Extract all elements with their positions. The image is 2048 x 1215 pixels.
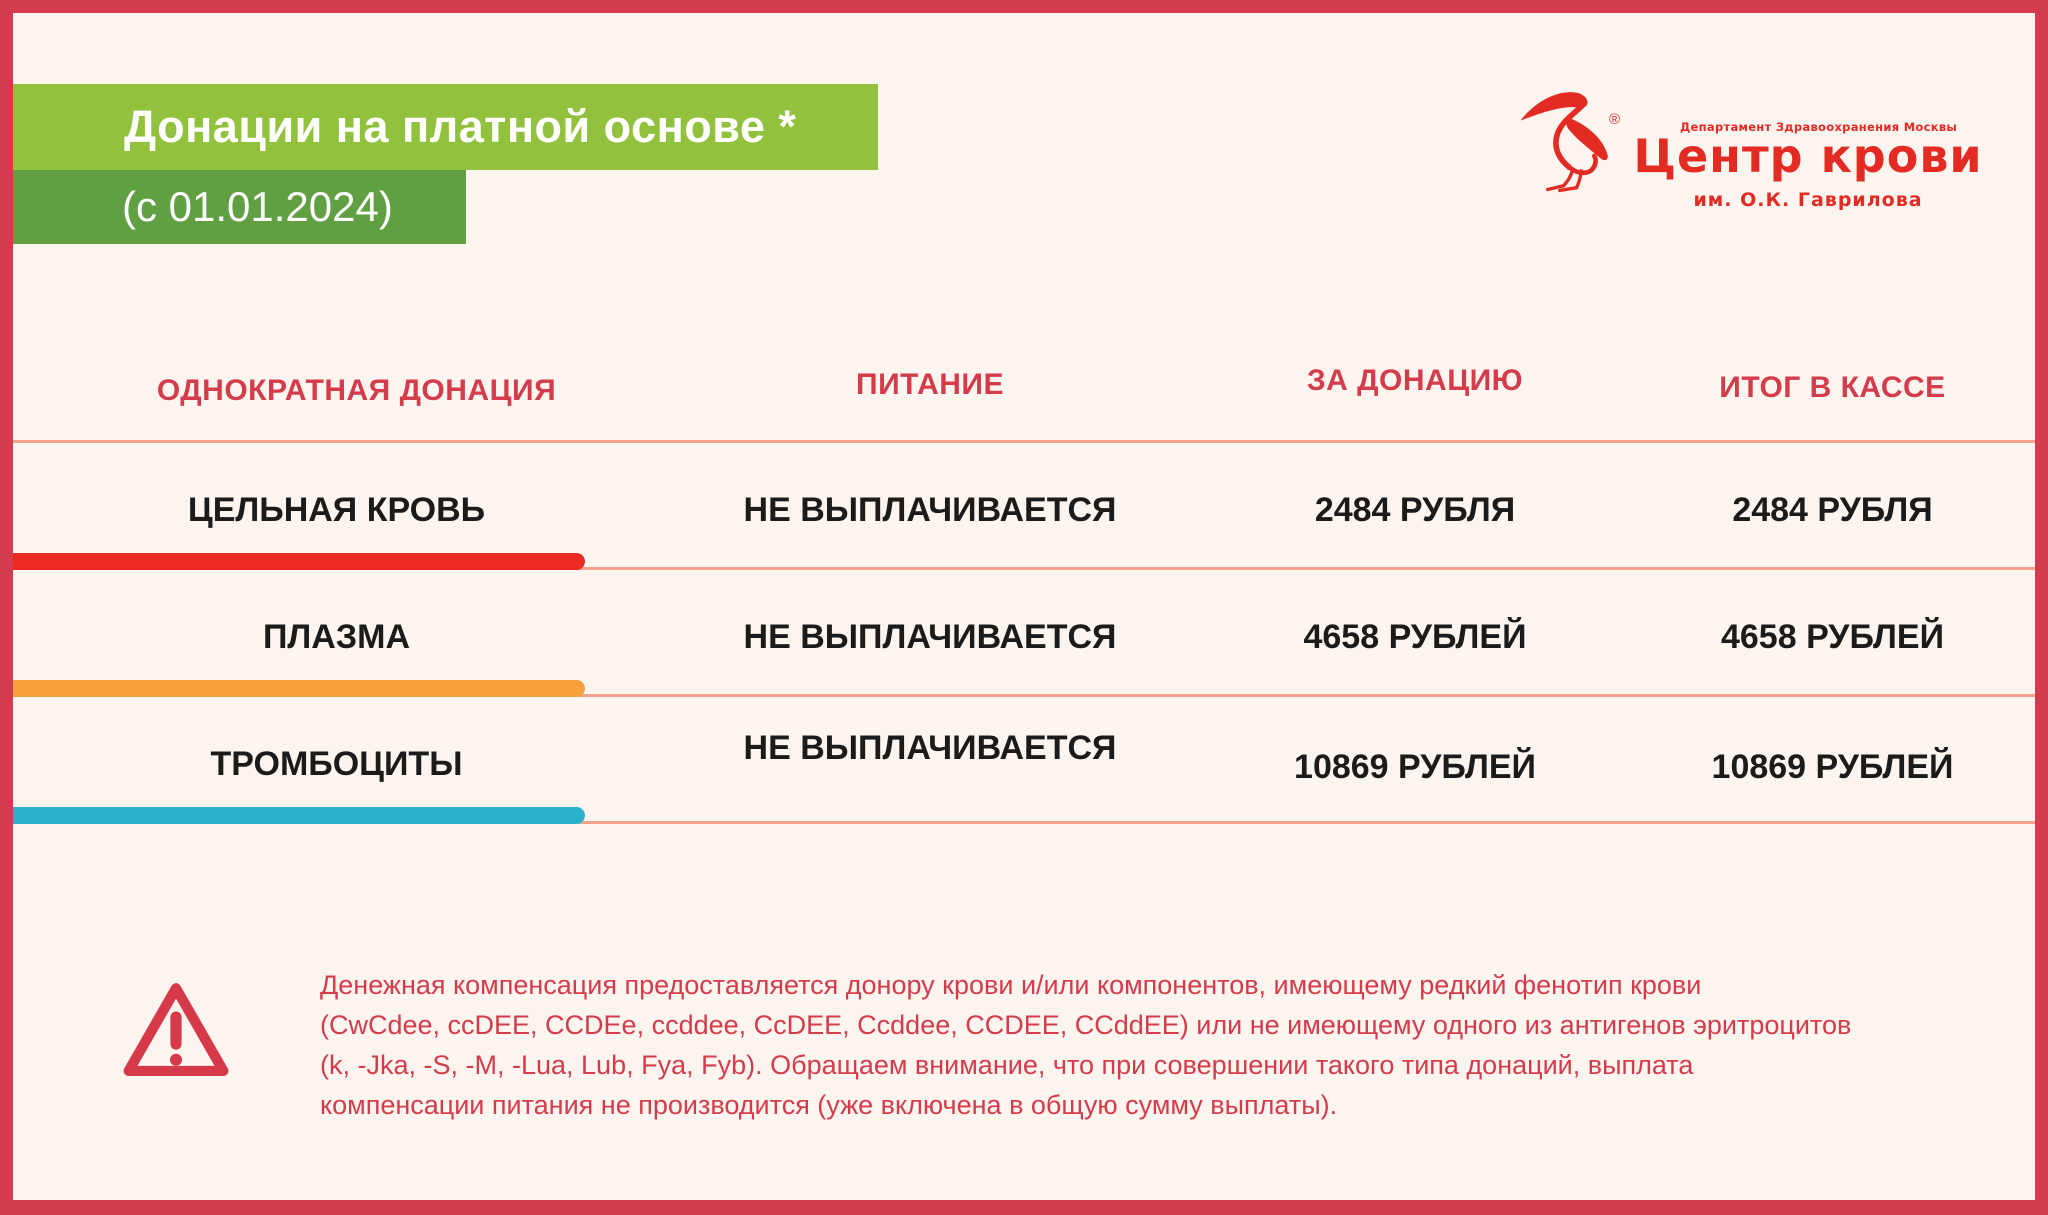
table-row-plasma: ПЛАЗМА НЕ ВЫПЛАЧИВАЕТСЯ 4658 РУБЛЕЙ 4658…: [13, 570, 2035, 697]
title-banner: Донации на платной основе *: [13, 84, 878, 170]
table-row-platelets: ТРОМБОЦИТЫ НЕ ВЫПЛАЧИВАЕТСЯ 10869 РУБЛЕЙ…: [13, 697, 2035, 824]
per-donation-cell: 10869 РУБЛЕЙ: [1294, 747, 1536, 786]
donation-pricing-table: ОДНОКРАТНАЯ ДОНАЦИЯ ПИТАНИЕ ЗА ДОНАЦИЮ И…: [13, 330, 2035, 824]
per-donation-cell: 2484 РУБЛЯ: [1314, 490, 1516, 529]
cash-total-cell: 2484 РУБЛЯ: [1732, 490, 1933, 529]
per-donation-cell: 4658 РУБЛЕЙ: [1303, 617, 1527, 656]
table-row-whole-blood: ЦЕЛЬНАЯ КРОВЬ НЕ ВЫПЛАЧИВАЕТСЯ 2484 РУБЛ…: [13, 443, 2035, 570]
column-header-meal: ПИТАНИЕ: [856, 368, 1004, 401]
column-header-donation-type: ОДНОКРАТНАЯ ДОНАЦИЯ: [156, 374, 557, 407]
page-content: Донации на платной основе * (с 01.01.202…: [13, 13, 2035, 1200]
subtitle-banner: (с 01.01.2024): [13, 170, 466, 244]
donation-type-cell: ПЛАЗМА: [262, 617, 411, 656]
logo-named-after: им. О.К. Гаврилова: [1693, 189, 1923, 211]
column-header-per-donation: ЗА ДОНАЦИЮ: [1306, 364, 1524, 397]
column-header-cash-total: ИТОГ В КАССЕ: [1719, 371, 1946, 404]
table-header-row: ОДНОКРАТНАЯ ДОНАЦИЯ ПИТАНИЕ ЗА ДОНАЦИЮ И…: [13, 330, 2035, 443]
footnote-text: Денежная компенсация предоставляется дон…: [320, 970, 1852, 1120]
warning-triangle-icon: [123, 983, 229, 1077]
row-accent-bar-red: [13, 553, 585, 570]
donation-type-cell: ЦЕЛЬНАЯ КРОВЬ: [187, 490, 486, 529]
row-accent-bar-teal: [13, 807, 585, 824]
logo-department-text: Департамент Здравоохранения Москвы: [1680, 120, 1958, 134]
pelican-icon: [1520, 92, 1608, 193]
cash-total-cell: 4658 РУБЛЕЙ: [1720, 617, 1945, 656]
cash-total-cell: 10869 РУБЛЕЙ: [1711, 747, 1954, 786]
donation-type-cell: ТРОМБОЦИТЫ: [210, 744, 463, 783]
page-title: Донации на платной основе *: [124, 101, 797, 152]
meal-cell: НЕ ВЫПЛАЧИВАЕТСЯ: [743, 728, 1117, 767]
blood-center-logo: ® Департамент Здравоохранения Москвы Цен…: [1503, 73, 2003, 243]
meal-cell: НЕ ВЫПЛАЧИВАЕТСЯ: [743, 617, 1117, 656]
logo-brand-name: Центр крови: [1633, 129, 1983, 183]
row-accent-bar-orange: [13, 680, 585, 697]
meal-cell: НЕ ВЫПЛАЧИВАЕТСЯ: [743, 490, 1117, 529]
registered-trademark-icon: ®: [1609, 111, 1621, 128]
effective-date: (с 01.01.2024): [122, 183, 393, 230]
